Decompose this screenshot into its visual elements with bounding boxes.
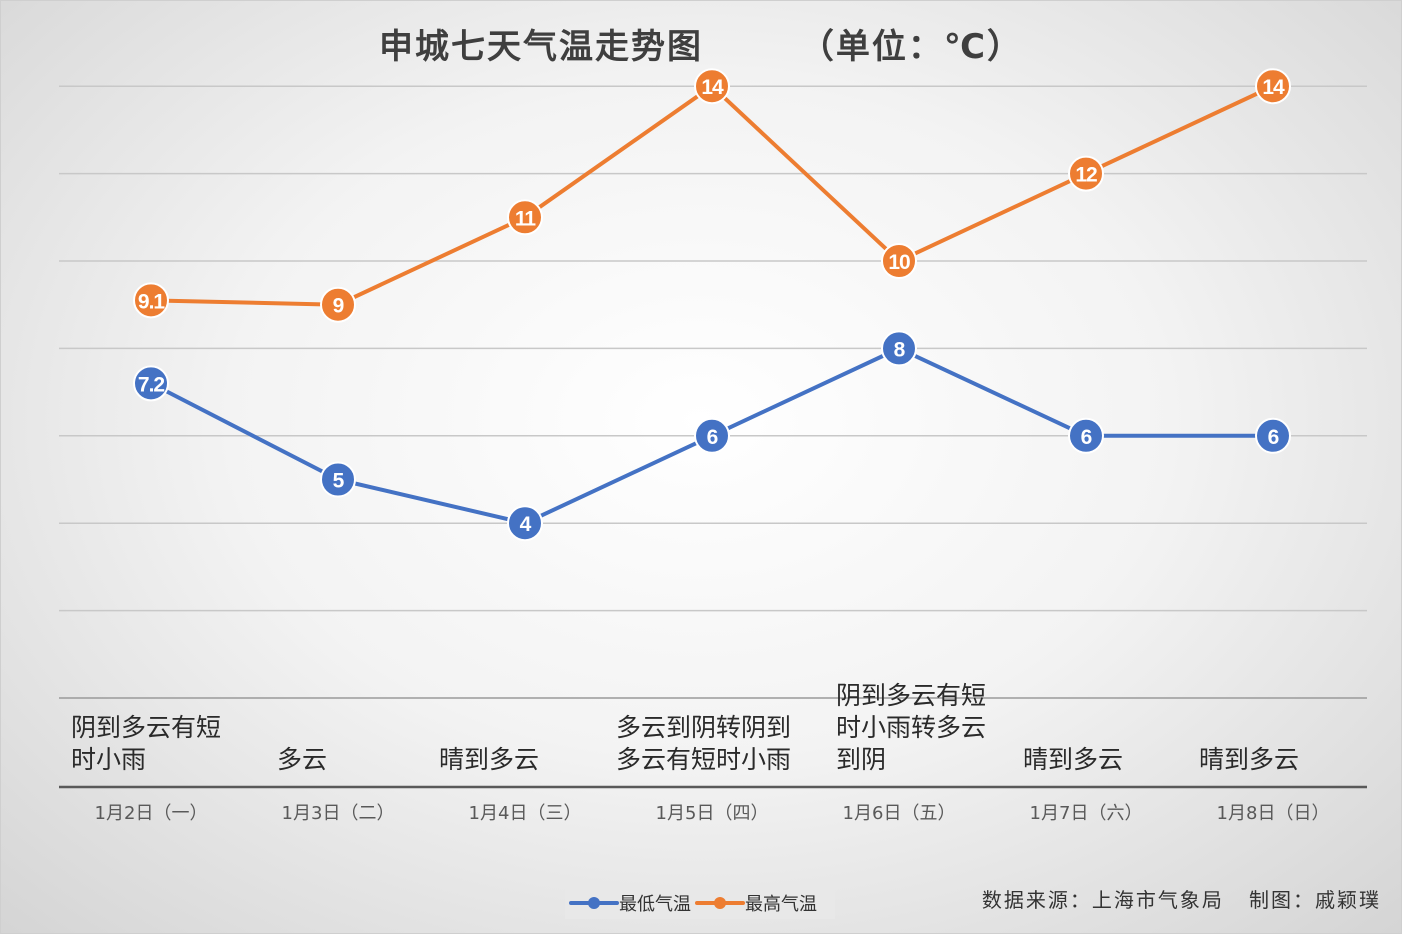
data-point-max [507, 199, 543, 236]
data-point-min [694, 417, 730, 454]
data-point-min [320, 461, 356, 498]
weather-description: 多云到阴转阴到 多云有短时小雨 [616, 713, 792, 774]
data-point-max [1255, 68, 1291, 105]
data-point-min [507, 505, 543, 542]
data-label-min: 8 [894, 338, 906, 361]
data-label-max: 11 [515, 207, 537, 230]
legend-item-max: 最高气温 [691, 890, 817, 916]
source-note: 数据来源：上海市气象局 制图：戚颖璞 [981, 888, 1381, 912]
weather-description: 多云 [277, 745, 328, 774]
data-point-min [1068, 417, 1104, 454]
data-label-min: 6 [1268, 426, 1279, 449]
data-point-max [320, 286, 356, 323]
data-label-min: 6 [1081, 426, 1092, 449]
x-tick-label: 1月6日（五） [842, 803, 956, 824]
series-line-max [150, 84, 1274, 307]
data-label-max: 14 [1262, 76, 1285, 99]
legend-label-min: 最低气温 [619, 894, 691, 915]
data-label-min: 4 [520, 513, 532, 536]
data-label-max: 9.1 [138, 290, 166, 313]
data-point-max [133, 282, 169, 319]
legend: 最低气温 最高气温 [565, 887, 835, 919]
data-point-min [881, 330, 917, 367]
data-label-max: 9 [333, 295, 344, 318]
weather-description: 阴到多云有短 时小雨转多云 到阴 [836, 681, 987, 774]
data-label-min: 5 [333, 470, 345, 493]
data-point-max [694, 68, 730, 105]
data-label-max: 10 [888, 251, 910, 274]
data-point-min [1255, 417, 1291, 454]
legend-swatch-max [695, 896, 745, 910]
weather-description: 晴到多云 [1023, 745, 1124, 774]
chart-title: 申城七天气温走势图 （单位：℃） [378, 27, 1024, 67]
x-tick-label: 1月4日（三） [468, 803, 582, 824]
x-tick-label: 1月8日（日） [1216, 803, 1330, 824]
data-label-max: 12 [1075, 164, 1097, 187]
x-tick-label: 1月7日（六） [1029, 803, 1143, 824]
data-label-min: 7.2 [138, 373, 165, 396]
weather-description: 晴到多云 [439, 745, 540, 774]
data-point-max [1068, 155, 1104, 192]
legend-label-max: 最高气温 [745, 894, 817, 915]
weather-description: 晴到多云 [1199, 745, 1300, 774]
data-point-max [881, 243, 917, 279]
x-tick-label: 1月5日（四） [655, 803, 769, 824]
x-tick-label: 1月3日（二） [281, 803, 395, 824]
weather-description: 阴到多云有短 时小雨 [71, 713, 222, 774]
legend-item-min: 最低气温 [565, 890, 691, 916]
x-tick-label: 1月2日（一） [94, 803, 208, 824]
data-point-min [133, 365, 169, 402]
legend-swatch-min [569, 896, 619, 910]
data-label-min: 6 [707, 426, 718, 449]
data-label-max: 14 [701, 76, 724, 99]
